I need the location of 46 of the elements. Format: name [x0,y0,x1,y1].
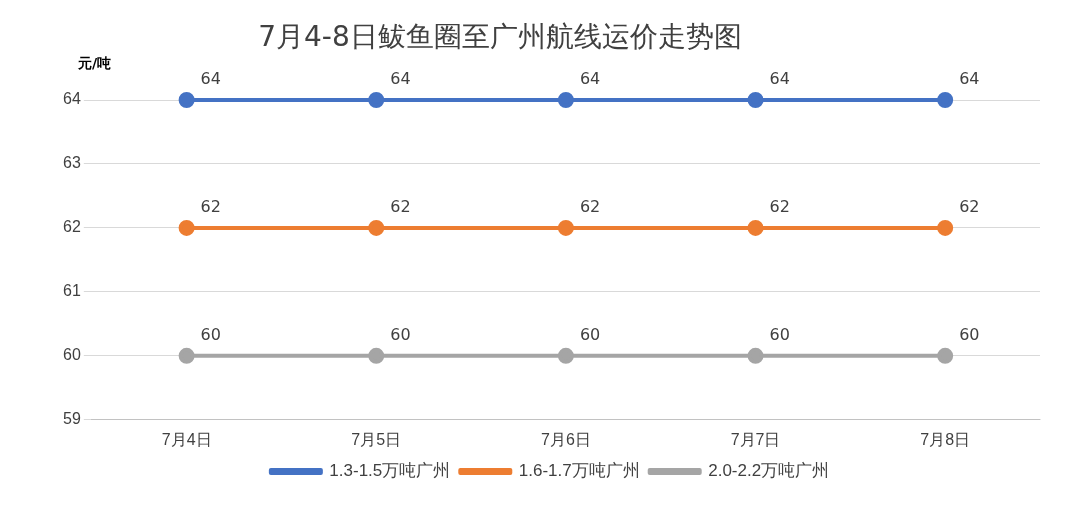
point [368,347,385,364]
y-axis-title: 元/吨 [78,55,112,73]
data-label: 62 [579,197,601,217]
y-tick-label: 61 [63,282,81,300]
data-label: 64 [390,69,411,89]
point [937,219,954,236]
point [937,92,954,108]
x-tick-label: 7月7日 [730,430,781,448]
x-tick-label: 7月6日 [541,430,591,448]
point [368,219,385,236]
data-label: 62 [769,197,790,217]
y-tick-label: 62 [63,218,81,236]
data-label: 64 [769,69,790,89]
x-tick-label: 7月5日 [351,430,402,448]
x-tick-label: 7月8日 [920,430,971,448]
point [178,347,195,364]
data-label: 60 [959,325,980,344]
y-tick-label: 64 [63,90,81,108]
data-label: 60 [390,325,411,344]
data-label: 60 [579,325,601,344]
point [368,92,385,108]
y-tick-label: 60 [63,346,81,364]
point [557,219,574,236]
data-label: 64 [959,69,980,89]
y-tick-label: 59 [63,410,81,428]
legend-label: 1.3-1.5万吨广州 [329,461,451,481]
point [557,92,574,108]
y-tick-label: 63 [63,154,81,172]
point [937,347,954,364]
data-label: 64 [200,69,221,89]
data-label: 64 [579,69,601,89]
point [747,92,764,108]
point [557,347,574,364]
data-label: 62 [200,197,221,217]
data-label: 60 [769,325,790,344]
data-label: 62 [959,197,980,217]
data-label: 62 [390,197,411,217]
data-label: 60 [200,325,221,344]
legend-label: 1.6-1.7万吨广州 [518,461,640,481]
point [747,219,764,236]
legend-label: 2.0-2.2万吨广州 [708,461,830,481]
chart-title: 7月4-8日鲅鱼圈至广州航线运价走势图 [257,19,743,55]
point [747,347,764,364]
point [178,92,195,108]
point [178,219,195,236]
x-tick-label: 7月4日 [161,430,212,448]
